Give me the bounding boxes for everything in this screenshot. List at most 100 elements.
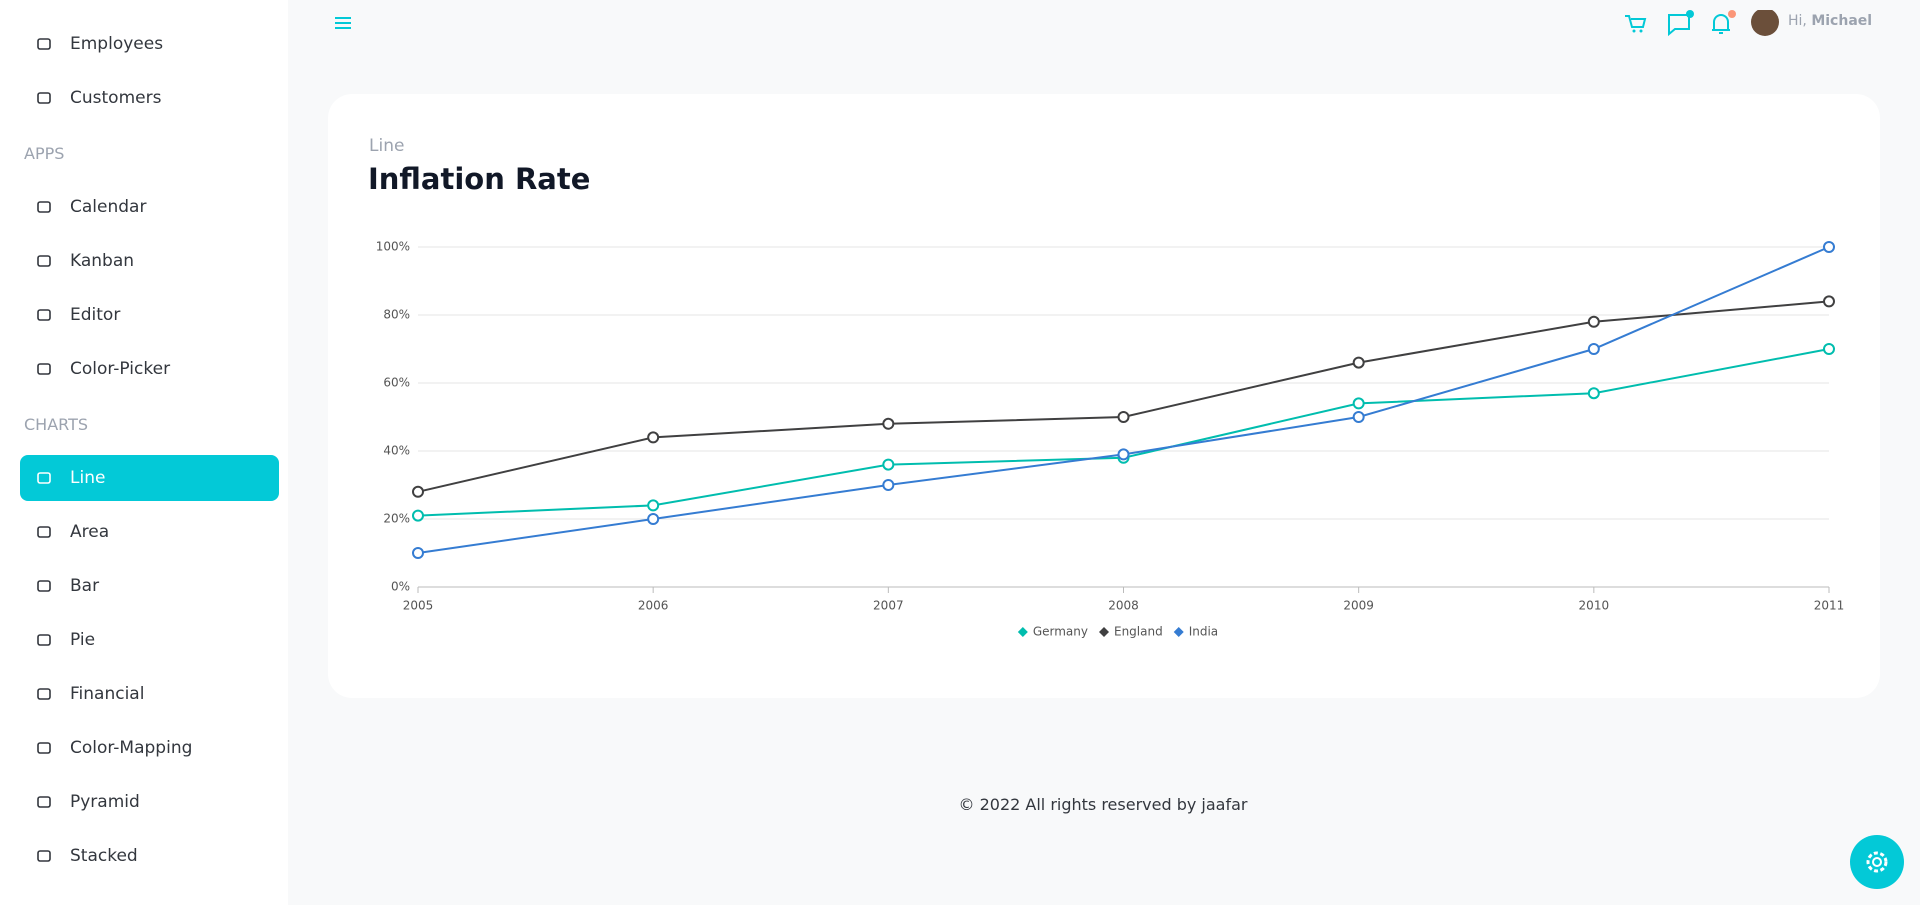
data-point bbox=[1352, 397, 1365, 410]
nav-label: Color-Mapping bbox=[70, 738, 193, 758]
nav-icon bbox=[37, 92, 51, 104]
header-icons bbox=[1625, 10, 1779, 37]
menu-button[interactable] bbox=[332, 13, 354, 33]
nav-item[interactable]: Employees bbox=[20, 21, 279, 67]
nav-icon bbox=[37, 38, 51, 50]
x-tick-label: 2007 bbox=[873, 599, 904, 613]
data-point bbox=[882, 479, 895, 491]
nav-item[interactable]: Line bbox=[20, 455, 279, 501]
data-point bbox=[1587, 343, 1600, 355]
x-tick-label: 2011 bbox=[1814, 599, 1845, 613]
nav-icon bbox=[37, 850, 51, 862]
chart-card: Line Inflation Rate 0% 20% 40% 60% 80% 100% 20… bbox=[328, 94, 1880, 698]
data-point bbox=[647, 499, 660, 512]
nav-heading: APPS bbox=[24, 144, 65, 163]
legend-item[interactable]: India bbox=[1173, 625, 1218, 639]
nav-icon bbox=[37, 363, 51, 375]
chart: 0% 20% 40% 60% 80% 100% 2005 2006 2007 2008 2009 20… bbox=[376, 240, 1845, 639]
nav-item[interactable]: Kanban bbox=[20, 238, 279, 284]
data-point bbox=[412, 547, 424, 559]
nav-icon bbox=[37, 201, 51, 213]
legend-marker bbox=[1173, 627, 1184, 637]
chart-title: Inflation Rate bbox=[368, 162, 591, 196]
y-tick-label: 60% bbox=[383, 376, 410, 390]
nav-item[interactable]: Stacked bbox=[20, 833, 279, 879]
x-tick-label: 2008 bbox=[1108, 599, 1139, 613]
nav-heading: CHARTS bbox=[24, 415, 89, 434]
data-point bbox=[1352, 411, 1365, 423]
nav-item[interactable]: Color-Picker bbox=[20, 346, 279, 392]
nav-item[interactable]: Area bbox=[20, 509, 279, 555]
data-point bbox=[412, 485, 424, 498]
data-point bbox=[1587, 387, 1600, 400]
legend-label: India bbox=[1189, 625, 1218, 639]
y-tick-label: 0% bbox=[391, 580, 410, 594]
nav-label: Customers bbox=[70, 88, 162, 108]
legend-item[interactable]: Germany bbox=[1017, 625, 1088, 639]
nav-label: Area bbox=[70, 522, 110, 542]
data-point bbox=[1823, 295, 1835, 308]
y-tick-label: 100% bbox=[376, 240, 410, 254]
legend-item[interactable]: England bbox=[1098, 625, 1163, 639]
cart[interactable] bbox=[1625, 15, 1647, 28]
nav-label: Line bbox=[70, 468, 106, 488]
x-tick-label: 2006 bbox=[638, 599, 669, 613]
x-tick-label: 2009 bbox=[1343, 599, 1374, 613]
data-point bbox=[1117, 448, 1130, 461]
nav-icon bbox=[37, 526, 51, 538]
x-tick-label: 2010 bbox=[1579, 599, 1610, 613]
nav-label: Pie bbox=[70, 630, 96, 650]
legend-label: Germany bbox=[1033, 625, 1088, 639]
nav-label: Kanban bbox=[70, 251, 135, 271]
data-point bbox=[1823, 343, 1835, 355]
nav-icon bbox=[37, 634, 51, 646]
data-point bbox=[882, 417, 895, 430]
nav-label: Employees bbox=[70, 34, 164, 54]
nav-item[interactable]: Pyramid bbox=[20, 779, 279, 825]
legend-label: England bbox=[1114, 625, 1163, 639]
legend-marker bbox=[1098, 627, 1109, 637]
nav-item[interactable]: Editor bbox=[20, 292, 279, 338]
chart-subtitle: Line bbox=[369, 136, 405, 156]
nav-label: Pyramid bbox=[70, 792, 140, 812]
y-tick-label: 80% bbox=[383, 308, 410, 322]
greeting[interactable]: Hi, Michael bbox=[1788, 13, 1872, 29]
nav-icon bbox=[37, 796, 51, 808]
nav-item[interactable]: Bar bbox=[20, 563, 279, 609]
notifications[interactable] bbox=[1712, 14, 1730, 34]
y-tick-label: 40% bbox=[383, 444, 410, 458]
data-point bbox=[882, 458, 895, 471]
footer: © 2022 All rights reserved by jaafar bbox=[958, 795, 1248, 814]
data-point bbox=[412, 509, 424, 522]
nav-label: Calendar bbox=[70, 197, 147, 217]
data-point bbox=[647, 431, 660, 444]
data-point bbox=[1117, 411, 1130, 423]
data-point bbox=[1352, 356, 1365, 369]
nav-icon bbox=[37, 688, 51, 700]
nav-icon bbox=[37, 472, 51, 484]
nav-item[interactable]: Color-Mapping bbox=[20, 725, 279, 771]
x-tick-label: 2005 bbox=[403, 599, 434, 613]
nav-icon bbox=[37, 309, 51, 321]
nav-icon bbox=[37, 580, 51, 592]
nav-icon bbox=[37, 255, 51, 267]
legend-marker bbox=[1017, 627, 1028, 637]
chat[interactable] bbox=[1668, 14, 1690, 37]
nav-label: Financial bbox=[70, 684, 145, 704]
y-tick-label: 20% bbox=[383, 512, 410, 526]
nav-item[interactable]: Financial bbox=[20, 671, 279, 717]
sidebar: Employees Customers APPS Calendar Kanban Edit… bbox=[0, 0, 288, 905]
nav-icon bbox=[37, 742, 51, 754]
series-line bbox=[417, 348, 1830, 517]
data-point bbox=[1823, 241, 1835, 253]
nav-item[interactable]: Pie bbox=[20, 617, 279, 663]
nav-label: Bar bbox=[70, 576, 100, 596]
nav-item[interactable]: Customers bbox=[20, 75, 279, 121]
settings-button[interactable] bbox=[1850, 835, 1904, 889]
data-point bbox=[647, 513, 660, 525]
nav-label: Editor bbox=[70, 305, 121, 325]
avatar[interactable] bbox=[1751, 10, 1779, 36]
nav-label: Color-Picker bbox=[70, 359, 171, 379]
nav-item[interactable]: Calendar bbox=[20, 184, 279, 230]
